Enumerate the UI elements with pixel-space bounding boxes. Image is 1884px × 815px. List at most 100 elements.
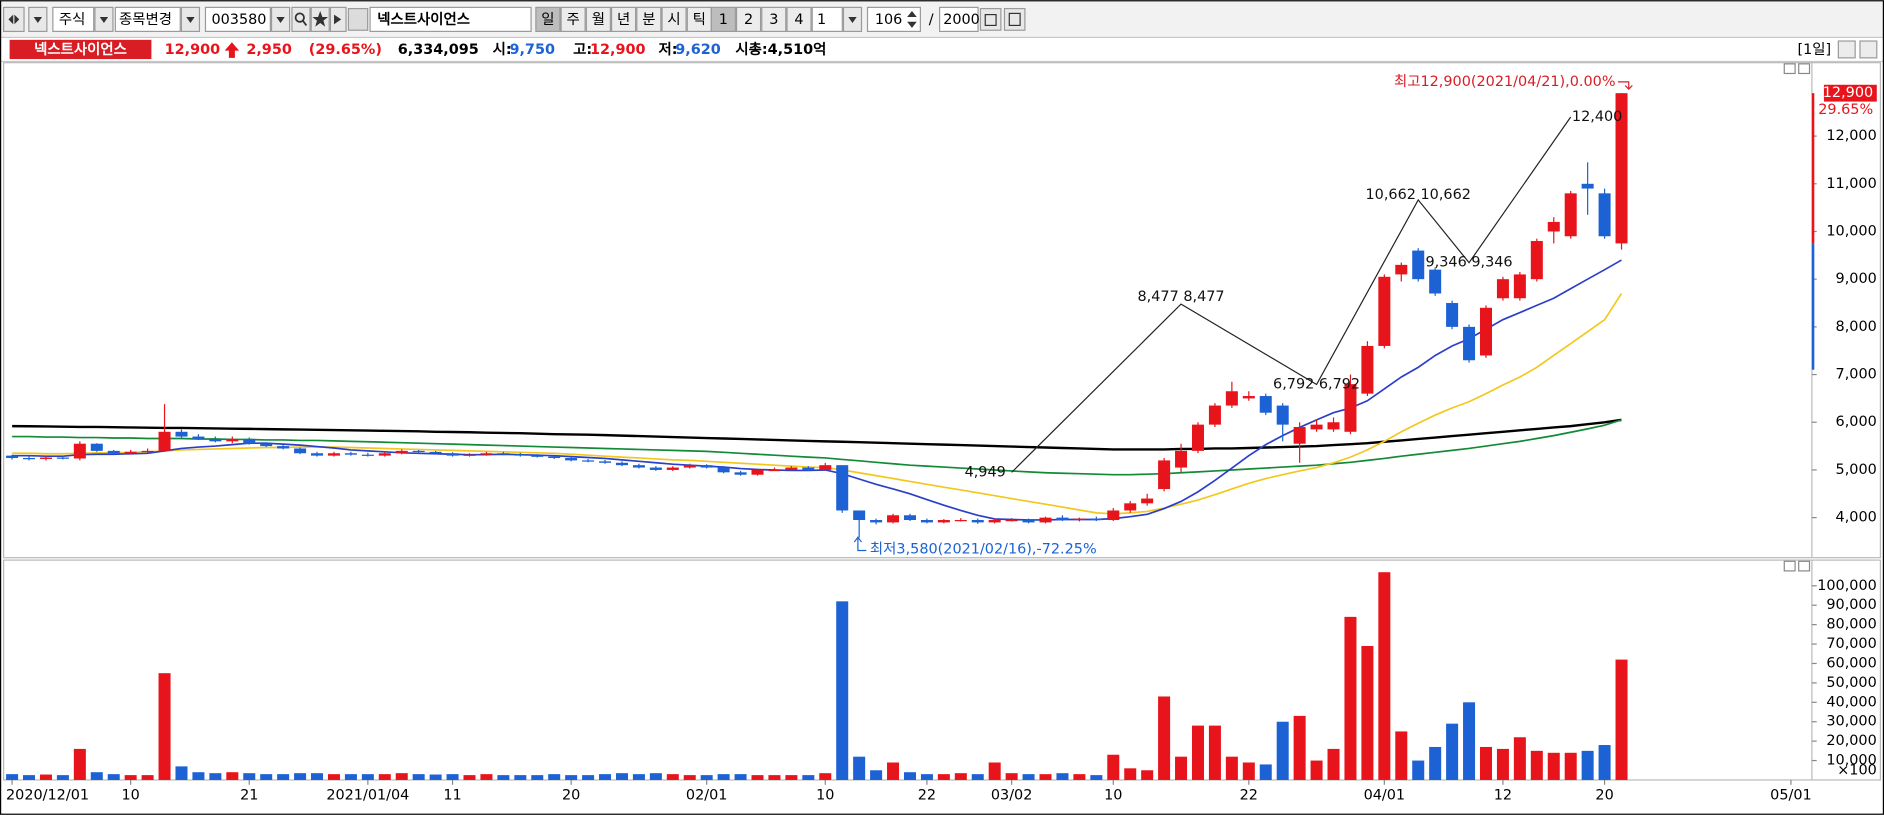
x-tick-label: 20 bbox=[1595, 788, 1613, 804]
volume-bar bbox=[1158, 696, 1171, 780]
separator: / bbox=[929, 12, 934, 28]
volume-bar bbox=[1327, 748, 1340, 780]
candle-body bbox=[700, 465, 713, 468]
volume-bar bbox=[344, 774, 357, 780]
candle-body bbox=[1530, 241, 1543, 280]
candle-body bbox=[1191, 424, 1204, 451]
button[interactable] bbox=[710, 6, 736, 33]
volume-bar bbox=[683, 775, 696, 780]
info-price: 12,900 bbox=[165, 42, 221, 58]
button[interactable] bbox=[291, 6, 311, 33]
volume-bar bbox=[1293, 715, 1306, 780]
candle-body bbox=[1124, 503, 1137, 511]
candle-body bbox=[649, 467, 662, 470]
button[interactable] bbox=[686, 6, 712, 33]
button[interactable] bbox=[52, 6, 95, 33]
candle-body bbox=[836, 465, 849, 511]
candle-body bbox=[582, 460, 595, 462]
volume-bar bbox=[158, 673, 171, 780]
candle-body bbox=[277, 446, 290, 449]
volume-bar bbox=[903, 772, 916, 780]
candle-body bbox=[497, 453, 510, 455]
zigzag-label: 9,346 9,346 bbox=[1426, 255, 1513, 271]
volume-bar bbox=[1141, 770, 1154, 780]
candle-body bbox=[599, 461, 612, 463]
low-annotation: 최저3,580(2021/02/16),-72.25% bbox=[870, 540, 1097, 557]
volume-bar bbox=[327, 774, 340, 780]
volume-bar bbox=[124, 775, 137, 780]
star-icon bbox=[312, 10, 329, 27]
button[interactable] bbox=[3, 6, 25, 33]
button[interactable] bbox=[636, 6, 662, 33]
info-open: 9,750 bbox=[509, 42, 555, 58]
candle-body bbox=[565, 458, 578, 461]
button[interactable] bbox=[786, 6, 812, 33]
candle-body bbox=[311, 453, 324, 456]
y-tick-label: 12,000 bbox=[1826, 128, 1876, 144]
volume-bar bbox=[1090, 775, 1103, 780]
arrow-icon bbox=[334, 14, 342, 25]
button[interactable] bbox=[661, 6, 687, 33]
x-tick-label: 22 bbox=[918, 788, 936, 804]
panel-button[interactable] bbox=[1783, 560, 1796, 572]
info-high: 12,900 bbox=[590, 42, 646, 58]
button[interactable] bbox=[560, 6, 586, 33]
change-tag-label: 29.65% bbox=[1818, 102, 1873, 118]
button[interactable] bbox=[761, 6, 787, 33]
panel-button[interactable] bbox=[1798, 63, 1811, 75]
volume-bar bbox=[311, 773, 324, 780]
button[interactable] bbox=[1837, 40, 1856, 59]
volume-bar bbox=[1225, 756, 1238, 780]
volume-bar bbox=[6, 774, 19, 780]
volume-bar bbox=[480, 774, 493, 780]
volume-bar bbox=[226, 772, 239, 780]
button[interactable] bbox=[811, 6, 843, 33]
button[interactable] bbox=[979, 7, 1002, 31]
volume-bar bbox=[819, 773, 832, 780]
y-tick-label: 4,000 bbox=[1836, 510, 1877, 526]
info-high-label: 고: bbox=[573, 42, 592, 58]
volume-bar bbox=[192, 772, 205, 780]
volume-bar bbox=[1022, 774, 1035, 780]
button[interactable] bbox=[114, 6, 181, 33]
volume-bar bbox=[1276, 721, 1289, 780]
dropdown-arrow bbox=[276, 17, 285, 24]
button[interactable] bbox=[866, 6, 921, 33]
volume-bar bbox=[1039, 774, 1052, 780]
volume-bar bbox=[734, 774, 747, 780]
button[interactable] bbox=[204, 6, 271, 33]
y-tick-label: 30,000 bbox=[1826, 714, 1876, 730]
button[interactable] bbox=[735, 6, 762, 33]
candle-body bbox=[1073, 518, 1086, 521]
volume-bar bbox=[294, 773, 307, 780]
candle-body bbox=[683, 465, 696, 468]
x-tick-label: 11 bbox=[443, 788, 461, 804]
total-input: 2000 bbox=[943, 12, 980, 28]
volume-bar bbox=[412, 774, 425, 780]
button[interactable] bbox=[347, 7, 369, 31]
candle-body bbox=[1581, 183, 1594, 189]
button[interactable] bbox=[1859, 40, 1878, 59]
high-annotation: 최고12,900(2021/04/21),0.00% bbox=[1394, 73, 1616, 90]
candle-body bbox=[1446, 303, 1459, 327]
volume-bar bbox=[632, 774, 645, 780]
y-tick-label: 60,000 bbox=[1826, 655, 1876, 671]
button[interactable] bbox=[535, 6, 561, 33]
volume-bar bbox=[565, 775, 578, 780]
volume-unit: ×100 bbox=[1837, 762, 1877, 778]
candle-body bbox=[1039, 517, 1052, 523]
candle-body bbox=[870, 520, 883, 523]
panel-button[interactable] bbox=[1798, 560, 1811, 572]
button[interactable] bbox=[1003, 7, 1026, 31]
button[interactable] bbox=[585, 6, 611, 33]
button[interactable] bbox=[369, 6, 532, 33]
y-tick-label: 10,000 bbox=[1826, 223, 1876, 239]
y-tick-label: 90,000 bbox=[1826, 597, 1876, 613]
panel-button[interactable] bbox=[1783, 63, 1796, 75]
y-tick-label: 7,000 bbox=[1836, 367, 1877, 383]
button[interactable] bbox=[610, 6, 637, 33]
candle-body bbox=[73, 443, 86, 459]
button[interactable] bbox=[938, 6, 979, 33]
candle-body bbox=[1259, 396, 1272, 413]
